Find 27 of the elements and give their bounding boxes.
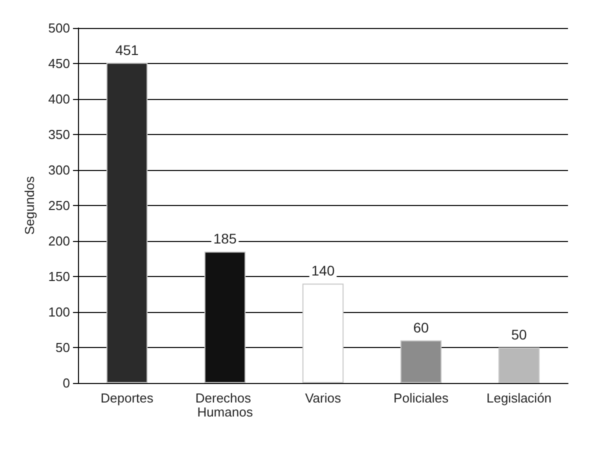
bar — [204, 252, 246, 383]
data-label: 451 — [115, 42, 139, 58]
y-tick-label: 50 — [56, 340, 70, 355]
x-tick-label: Varios — [305, 390, 342, 406]
y-axis-title: Segundos — [22, 176, 37, 235]
data-label: 140 — [311, 262, 335, 279]
x-tick-label: Legislación — [486, 390, 552, 406]
y-tick-label: 450 — [48, 56, 70, 71]
bar — [400, 340, 442, 383]
y-tick-label: 350 — [48, 127, 70, 142]
bar — [106, 62, 148, 383]
y-tick-label: 500 — [48, 20, 70, 36]
data-label: 185 — [213, 230, 237, 247]
x-tick-label: Derechos Humanos — [195, 390, 255, 420]
x-tick-label: Policiales — [394, 390, 449, 406]
data-label: 50 — [511, 326, 527, 342]
y-tick-label: 0 — [62, 376, 70, 390]
y-tick-label: 150 — [48, 269, 70, 284]
data-label: 60 — [413, 319, 429, 336]
y-tick-label: 200 — [48, 234, 70, 248]
x-tick-label: Deportes — [100, 390, 154, 406]
y-tick-label: 100 — [48, 304, 70, 320]
bar — [302, 284, 344, 383]
y-tick-label: 300 — [48, 162, 70, 178]
y-tick-label: 400 — [48, 92, 70, 106]
bar — [498, 348, 540, 383]
y-tick-label: 250 — [48, 198, 70, 213]
